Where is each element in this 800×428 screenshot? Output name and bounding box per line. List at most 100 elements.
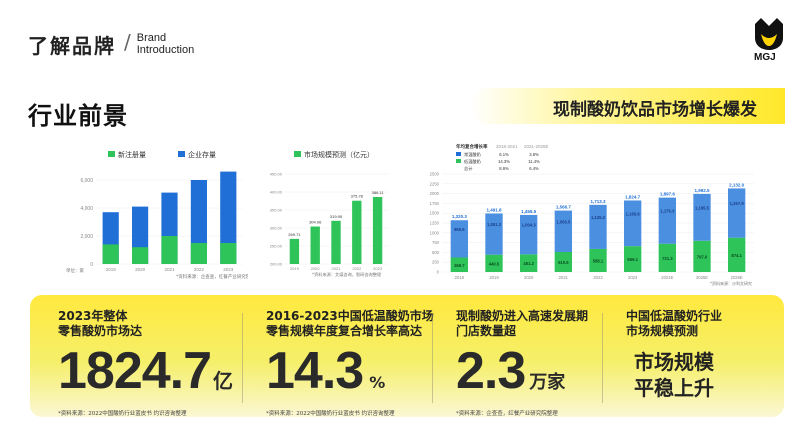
- header-title-en-line2: Introduction: [136, 44, 195, 56]
- y-tick-label: 2,000: [80, 234, 93, 240]
- data-label: 386.11: [372, 190, 385, 195]
- bar-new: [102, 244, 119, 264]
- x-tick-label: 2021: [164, 267, 175, 272]
- legend-title: 年均复合增长率: [456, 143, 488, 150]
- stat-label-line1: 现制酸奶进入高速发展期: [456, 309, 589, 323]
- bar-new: [161, 236, 178, 264]
- data-label-ambient: 1,165.6: [626, 211, 641, 216]
- bar-low-temp: [589, 248, 607, 272]
- total-label: 1,824.7: [625, 194, 641, 199]
- x-tick-label: 2019: [489, 275, 499, 280]
- data-label-ambient: 1,051.3: [487, 222, 502, 227]
- y-tick-label: 2000: [430, 191, 440, 196]
- y-tick-label: 450.00: [270, 172, 283, 177]
- stat-big-line1: 市场规模: [634, 350, 714, 374]
- x-tick-label: 2020: [311, 266, 321, 271]
- headline-banner: 现制酸奶饮品市场增长爆发: [470, 88, 785, 124]
- legend-row-value: 3.6%: [529, 152, 539, 157]
- legend-swatch: [178, 151, 185, 157]
- data-label-ambient: 950.6: [454, 227, 465, 232]
- data-label-low-temp: 588.1: [593, 258, 604, 263]
- total-label: 2,132.0: [729, 182, 745, 187]
- legend-label: 市场规模预测（亿元）: [304, 150, 374, 159]
- y-tick-label: 250: [432, 260, 440, 265]
- bar: [372, 197, 383, 264]
- stat-retail-market: 2023年整体 零售酸奶市场达 1824.7 亿 *资料来源：2022中国酸奶行业…: [58, 309, 233, 417]
- bar-ambient: [624, 200, 642, 247]
- stat-label-line2: 市场规模预测: [626, 324, 699, 338]
- bar-low-temp: [658, 243, 676, 272]
- bar-ambient: [520, 214, 538, 255]
- bar-ambient: [658, 197, 676, 244]
- stat-value-row: 14.3%: [266, 341, 434, 401]
- data-label-ambient: 1,004.3: [522, 223, 537, 228]
- bar-low-temp: [520, 254, 538, 272]
- y-tick-label: 250.00: [270, 244, 283, 249]
- data-label: 375.78: [351, 194, 364, 199]
- stat-source: *资料来源：2022中国酸奶行业蓝皮书 灼识咨询整理: [266, 411, 395, 417]
- stat-forecast-big: 市场规模 平稳上升: [626, 349, 722, 401]
- y-tick-label: 2250: [430, 181, 440, 186]
- bar-ambient: [554, 210, 572, 252]
- chart-source: *资料来源：艾媒咨询，智研咨询整理: [312, 271, 382, 278]
- y-tick-label: 4,000: [80, 206, 93, 212]
- data-label: 304.06: [309, 220, 322, 225]
- x-tick-label: 2026E: [731, 275, 743, 280]
- data-label-low-temp: 369.7: [454, 263, 465, 268]
- legend-swatch: [108, 151, 115, 157]
- stat-label-line1: 中国低温酸奶行业: [626, 309, 723, 323]
- bar-low-temp: [624, 246, 642, 272]
- legend-swatch: [456, 152, 461, 156]
- chart-source: *资料来源：企查查，红餐产业研究院整理: [176, 273, 248, 280]
- y-tick-label: 500: [432, 250, 440, 255]
- x-tick-label: 2023: [628, 275, 638, 280]
- stat-source: *资料来源：企查查，红餐产业研究院整理: [456, 411, 558, 417]
- header-title-en: Brand Introduction: [137, 32, 194, 56]
- bar-ambient: [693, 193, 711, 241]
- y-tick-label: 0: [437, 270, 440, 275]
- total-label: 1,897.6: [660, 192, 676, 197]
- y-tick-label: 300.00: [270, 226, 283, 231]
- data-label-low-temp: 451.2: [523, 261, 534, 266]
- header-title-en-line1: Brand: [136, 32, 167, 44]
- y-tick-label: 1000: [430, 230, 440, 235]
- x-tick-label: 2021: [559, 275, 569, 280]
- chart-registrations-svg: 新注册量 企业存量 0 2,000 4,000 6,000 2019 2020 2021 2022…: [66, 150, 260, 280]
- legend-period: 2016-2021: [496, 144, 518, 149]
- stat-value-row: 1824.7 亿: [58, 341, 233, 401]
- x-tick-label: 2020: [135, 267, 146, 272]
- stat-big-line2: 平稳上升: [634, 376, 714, 400]
- stat-value: 2.3: [456, 342, 526, 400]
- stat-label-line1: 2023年整体: [58, 309, 128, 323]
- x-tick-label: 2019: [290, 266, 300, 271]
- data-label-ambient: 1,257.9: [730, 201, 745, 206]
- page-header: 了解品牌 / Brand Introduction: [28, 30, 194, 59]
- total-label: 1,713.3: [590, 199, 606, 204]
- legend-swatch: [294, 151, 301, 157]
- header-title-cn: 了解品牌: [28, 34, 116, 58]
- brand-logo: MGJ: [752, 16, 786, 64]
- stat-label-line2: 门店数量超: [456, 324, 517, 338]
- legend-label: 新注册量: [118, 150, 146, 159]
- x-tick-label: 2025E: [696, 275, 708, 280]
- data-label-ambient: 1,176.3: [660, 209, 675, 214]
- legend-label: 企业存量: [188, 150, 216, 159]
- legend-row-name: 总计: [464, 165, 472, 172]
- y-tick-label: 0: [90, 262, 93, 268]
- bar-low-temp: [554, 251, 572, 272]
- total-label: 1,992.5: [694, 188, 710, 193]
- stat-cagr: 2016-2023中国低温酸奶市场 零售规模年度复合增长率高达 14.3% *资…: [266, 309, 434, 417]
- stat-value-row: 2.3 万家: [456, 341, 588, 401]
- chart-market-forecast-svg: 市场规模预测（亿元） 200.00 250.00 300.00 350.00 400.00…: [270, 150, 388, 278]
- divider: [602, 313, 603, 403]
- chart-registrations: 新注册量 企业存量 0 2,000 4,000 6,000 2019 2020 2021 2022…: [58, 140, 260, 280]
- data-label: 269.71: [288, 232, 301, 237]
- y-tick-label: 1750: [430, 201, 440, 206]
- bar-total: [220, 171, 237, 264]
- logo-text: MGJ: [754, 52, 776, 63]
- bar-ambient: [589, 204, 607, 249]
- stat-unit: %: [369, 373, 386, 392]
- bar-low-temp: [728, 237, 746, 272]
- x-tick-label: 2022: [194, 267, 205, 272]
- data-label-low-temp: 440.5: [489, 261, 500, 266]
